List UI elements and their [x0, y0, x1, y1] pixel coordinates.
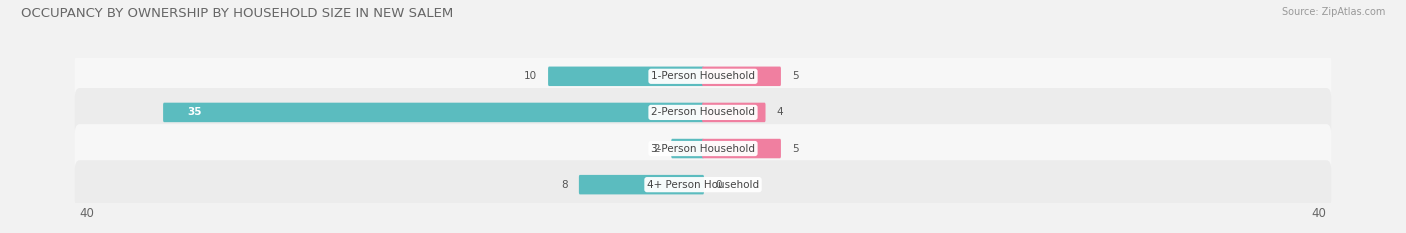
Text: 1-Person Household: 1-Person Household — [651, 71, 755, 81]
Text: 0: 0 — [716, 180, 721, 190]
Text: 3-Person Household: 3-Person Household — [651, 144, 755, 154]
FancyBboxPatch shape — [75, 160, 1331, 209]
Text: 8: 8 — [561, 180, 568, 190]
Text: 5: 5 — [793, 71, 799, 81]
Text: 2: 2 — [654, 144, 659, 154]
Text: OCCUPANCY BY OWNERSHIP BY HOUSEHOLD SIZE IN NEW SALEM: OCCUPANCY BY OWNERSHIP BY HOUSEHOLD SIZE… — [21, 7, 453, 20]
Text: 4+ Person Household: 4+ Person Household — [647, 180, 759, 190]
Text: 35: 35 — [187, 107, 201, 117]
FancyBboxPatch shape — [702, 103, 765, 122]
FancyBboxPatch shape — [163, 103, 704, 122]
FancyBboxPatch shape — [702, 67, 780, 86]
FancyBboxPatch shape — [75, 52, 1331, 101]
FancyBboxPatch shape — [548, 67, 704, 86]
FancyBboxPatch shape — [671, 139, 704, 158]
Text: 5: 5 — [793, 144, 799, 154]
Text: Source: ZipAtlas.com: Source: ZipAtlas.com — [1281, 7, 1385, 17]
FancyBboxPatch shape — [75, 124, 1331, 173]
FancyBboxPatch shape — [75, 88, 1331, 137]
Text: 10: 10 — [523, 71, 537, 81]
FancyBboxPatch shape — [702, 139, 780, 158]
FancyBboxPatch shape — [579, 175, 704, 194]
Text: 4: 4 — [778, 107, 783, 117]
Text: 2-Person Household: 2-Person Household — [651, 107, 755, 117]
